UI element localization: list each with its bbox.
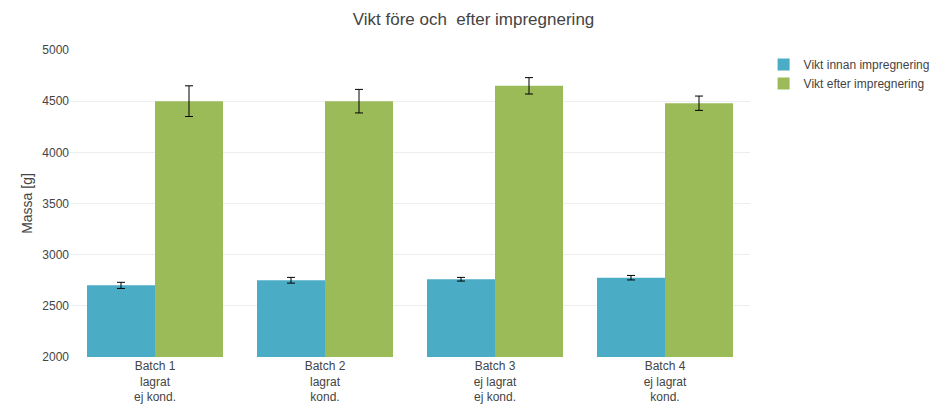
svg-text:2500: 2500 (42, 299, 69, 313)
svg-text:4000: 4000 (42, 146, 69, 160)
svg-text:2000: 2000 (42, 350, 69, 364)
svg-text:Batch 1lagratej kond.: Batch 1lagratej kond. (134, 359, 176, 404)
svg-text:3000: 3000 (42, 248, 69, 262)
svg-text:Batch 3ej lagratej kond.: Batch 3ej lagratej kond. (474, 359, 517, 404)
svg-text:Batch 2lagratkond.: Batch 2lagratkond. (305, 359, 346, 404)
svg-text:Vikt innan impregnering: Vikt innan impregnering (804, 58, 930, 72)
svg-text:Vikt före och efter impregner: Vikt före och efter impregnering (353, 10, 595, 29)
svg-text:Vikt efter impregnering: Vikt efter impregnering (804, 77, 925, 91)
svg-text:Massa [g]: Massa [g] (19, 173, 35, 234)
svg-text:5000: 5000 (42, 43, 69, 57)
svg-text:Batch 4ej lagratkond.: Batch 4ej lagratkond. (644, 359, 687, 404)
svg-text:4500: 4500 (42, 94, 69, 108)
svg-text:3500: 3500 (42, 197, 69, 211)
